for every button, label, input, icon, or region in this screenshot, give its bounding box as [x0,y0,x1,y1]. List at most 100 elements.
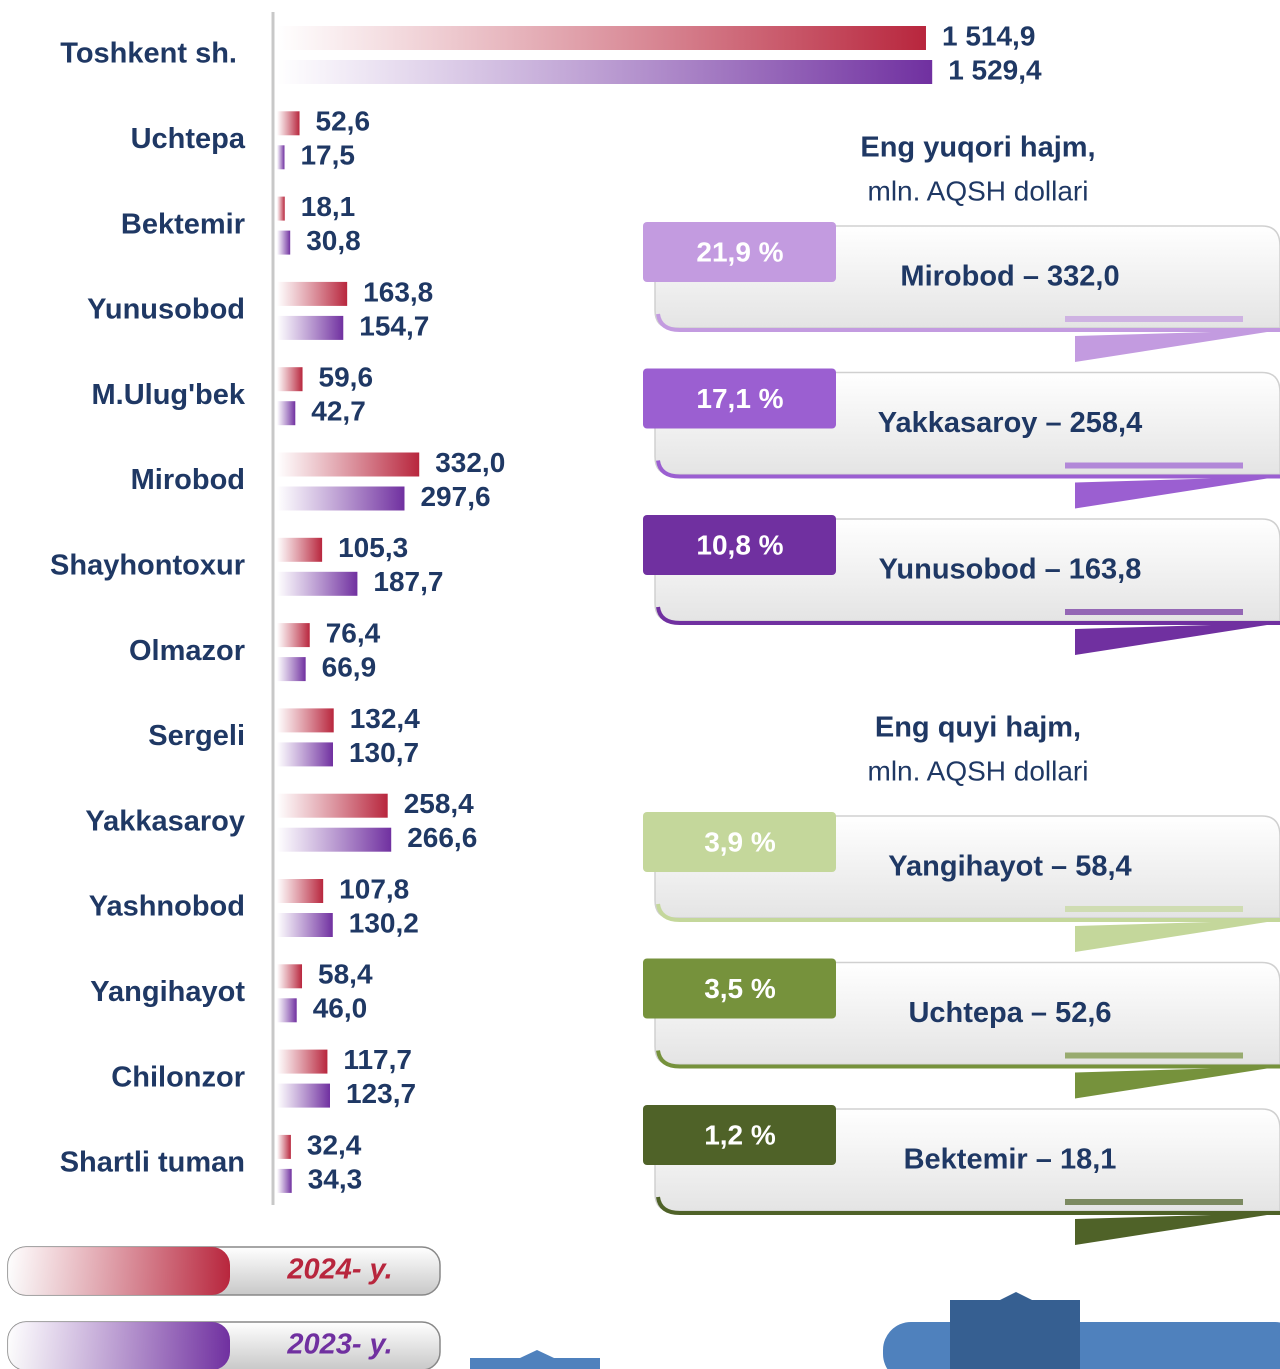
callout-tail [1075,920,1280,952]
callout-underline [656,313,1280,332]
value-label: 258,4 [404,788,474,819]
bar [277,60,933,84]
callout-accent [1065,609,1243,615]
bar [277,793,388,818]
decor [950,1300,1080,1369]
value-label: 154,7 [359,310,429,341]
share-tab [643,368,836,429]
bar [277,196,285,221]
bar [277,315,344,340]
bar [277,998,297,1023]
share-label: 21,9 % [696,236,783,267]
value-label: 18,1 [301,191,356,222]
value-label: 130,2 [349,907,419,938]
bar [277,486,405,511]
bar [277,623,310,648]
value-label: 163,8 [363,276,433,307]
bar [277,742,333,767]
callout-label: Yunusobod – 163,8 [879,554,1142,586]
category-label: Bektemir [121,208,245,240]
callout-underline [656,1050,1280,1069]
bar [277,145,285,170]
value-label: 105,3 [338,532,408,563]
callout-tail [1075,476,1280,509]
callout-accent [1065,906,1243,912]
category-label: Yangihayot [90,976,245,1008]
value-label: 76,4 [326,617,381,648]
value-label: 52,6 [316,106,371,137]
value-label: 107,8 [339,873,409,904]
share-label: 17,1 % [696,383,783,414]
bar [277,964,303,989]
category-label: Uchtepa [131,123,246,155]
bar [277,367,303,392]
callout-label: Mirobod – 332,0 [900,261,1119,293]
value-label: 123,7 [346,1078,416,1109]
callout-accent [1065,1052,1243,1059]
legend-label: 2023- y. [286,1329,392,1361]
callout-tail [1075,1066,1280,1099]
value-label: 30,8 [306,225,361,256]
legend-label: 2024- y. [286,1254,392,1286]
decor [520,1350,554,1358]
value-label: 58,4 [318,959,373,990]
bar [277,401,296,426]
category-label: Chilonzor [111,1061,245,1093]
value-label: 1 529,4 [948,54,1042,85]
bar [277,657,306,682]
share-tab [643,1105,836,1165]
share-tab [643,515,836,575]
callout-tail [1075,623,1280,655]
category-label: Toshkent sh. [60,38,237,70]
callout-accent [1065,316,1243,322]
callout-underline [656,460,1280,479]
bar [277,1049,328,1074]
value-label: 117,7 [343,1044,412,1075]
share-label: 1,2 % [704,1119,776,1150]
value-label: 42,7 [311,396,366,427]
bar [277,827,392,852]
callout-tail [1075,1213,1280,1245]
callout-tail [1075,330,1280,362]
bar [277,230,291,255]
bar [277,537,323,562]
category-label: Mirobod [131,464,245,496]
legend-swatch [8,1247,230,1295]
callout-label: Yakkasaroy – 258,4 [878,407,1142,439]
callout-label: Uchtepa – 52,6 [908,997,1111,1029]
value-label: 17,5 [300,140,355,171]
value-label: 187,7 [373,566,443,597]
value-label: 66,9 [322,651,377,682]
decor [883,1322,1280,1369]
callout-underline [656,903,1280,922]
bar [277,1168,292,1193]
callout-accent [1065,462,1243,469]
category-label: Shartli tuman [60,1147,245,1179]
callout-underline [656,606,1280,625]
share-label: 3,5 % [704,973,776,1004]
share-tab [643,222,836,282]
panel-title: Eng quyi hajm, [875,712,1081,744]
bar [277,1083,330,1108]
bar [277,452,420,477]
bar [277,1134,291,1159]
value-label: 34,3 [308,1163,363,1194]
value-label: 297,6 [420,481,490,512]
panel-title: Eng yuqori hajm, [860,132,1095,164]
decor [1000,1292,1032,1300]
panel-subtitle: mln. AQSH dollari [868,755,1089,786]
category-label: Yunusobod [87,294,245,326]
value-label: 32,4 [307,1129,362,1160]
value-label: 59,6 [319,362,374,393]
share-label: 10,8 % [696,529,783,560]
bar [277,26,926,50]
share-label: 3,9 % [704,826,776,857]
value-label: 266,6 [407,822,477,853]
callout-label: Yangihayot – 58,4 [888,851,1131,883]
callout-label: Bektemir – 18,1 [904,1144,1117,1176]
category-label: Sergeli [148,720,245,752]
bar [277,913,333,937]
callout-accent [1065,1199,1243,1205]
category-label: M.Ulug'bek [91,379,245,411]
